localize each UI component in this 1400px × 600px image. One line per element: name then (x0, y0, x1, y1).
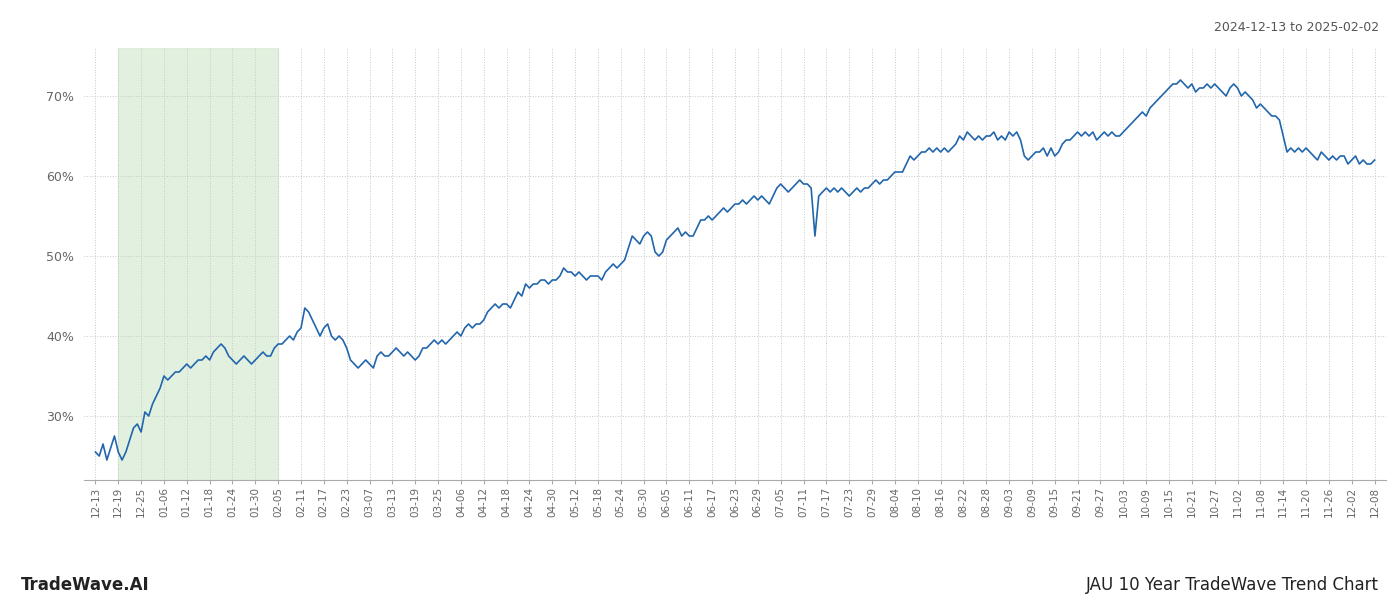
Text: JAU 10 Year TradeWave Trend Chart: JAU 10 Year TradeWave Trend Chart (1086, 576, 1379, 594)
Bar (118, 48, 279, 480)
Text: TradeWave.AI: TradeWave.AI (21, 576, 150, 594)
Text: 2024-12-13 to 2025-02-02: 2024-12-13 to 2025-02-02 (1214, 21, 1379, 34)
